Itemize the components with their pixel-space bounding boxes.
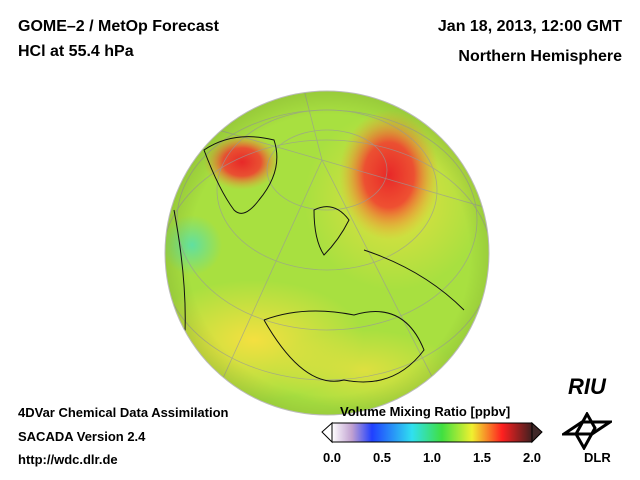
colorbar-tick-label: 1.5 — [472, 450, 492, 465]
colorbar-min-arrow — [321, 421, 333, 444]
date-label: Jan 18, 2013, 12:00 GMT — [437, 18, 622, 35]
colorbar-title: Volume Mixing Ratio [ppbv] — [340, 404, 511, 419]
colorbar-gradient — [331, 422, 533, 443]
title-line-1: GOME–2 / MetOp Forecast — [18, 18, 219, 35]
colorbar-tick-label: 0.5 — [372, 450, 392, 465]
colorbar-tick-label: 1.0 — [422, 450, 442, 465]
region-label: Northern Hemisphere — [458, 48, 622, 65]
colorbar-max-arrow — [531, 421, 543, 444]
riu-logo: RIU — [568, 374, 606, 399]
footer-line-2: SACADA Version 2.4 — [18, 429, 146, 444]
colorbar-tick-label: 2.0 — [522, 450, 542, 465]
footer-link[interactable]: http://wdc.dlr.de — [18, 452, 118, 467]
colorbar-tick-label: 0.0 — [322, 450, 342, 465]
footer-line-1: 4DVar Chemical Data Assimilation — [18, 405, 229, 420]
hcl-globe-map — [164, 90, 490, 416]
dlr-logo-text: DLR — [584, 450, 611, 465]
dlr-logo-icon — [562, 412, 612, 450]
title-line-2: HCl at 55.4 hPa — [18, 43, 134, 60]
colorbar — [321, 421, 543, 444]
